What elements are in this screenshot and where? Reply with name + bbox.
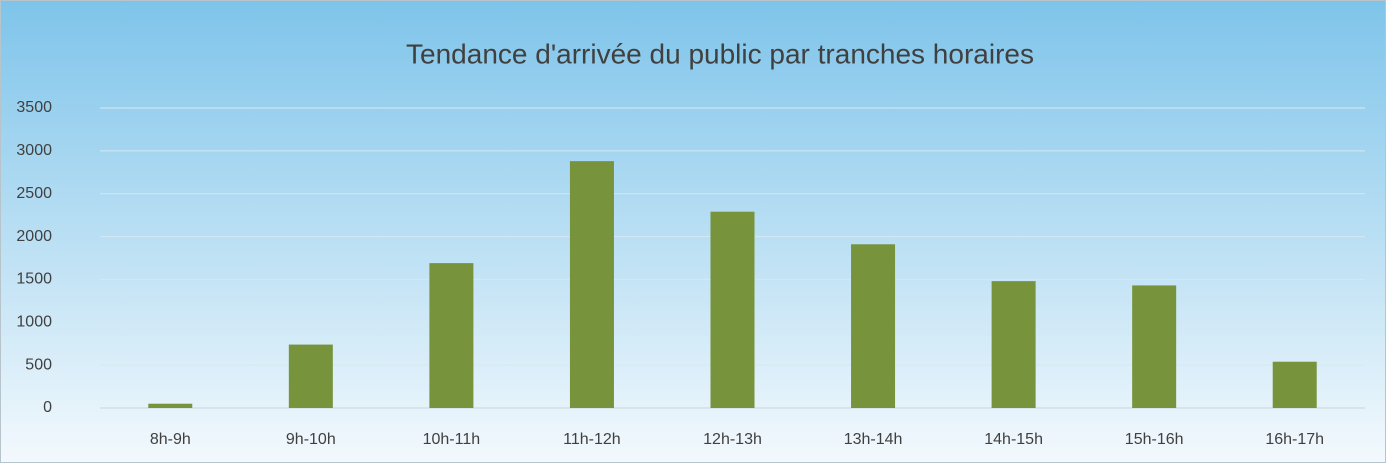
x-tick-label: 13h-14h [844,431,903,448]
x-tick-label: 10h-11h [423,431,481,448]
bar [148,403,193,408]
y-tick-label: 1500 [16,271,52,288]
bar [1272,361,1317,408]
x-tick-label: 8h-9h [150,431,191,448]
x-tick-label: 9h-10h [286,431,336,448]
bar [991,281,1036,408]
y-tick-label: 3000 [16,142,52,159]
bar [569,161,614,408]
bar [710,211,755,408]
x-tick-label: 12h-13h [703,431,762,448]
bar [288,344,333,408]
bar [851,244,896,408]
x-tick-label: 14h-15h [984,431,1043,448]
y-tick-label: 3500 [16,99,52,116]
y-tick-label: 2500 [16,185,52,202]
bar [1132,285,1177,408]
chart-title: Tendance d'arrivée du public par tranche… [406,38,1034,69]
bar [429,263,474,408]
x-tick-label: 16h-17h [1265,431,1324,448]
y-tick-label: 1000 [16,314,52,331]
x-tick-label: 15h-16h [1125,431,1184,448]
y-tick-label: 500 [25,356,52,373]
y-tick-label: 0 [43,399,52,416]
x-tick-label: 11h-12h [563,431,621,448]
y-tick-label: 2000 [16,228,52,245]
